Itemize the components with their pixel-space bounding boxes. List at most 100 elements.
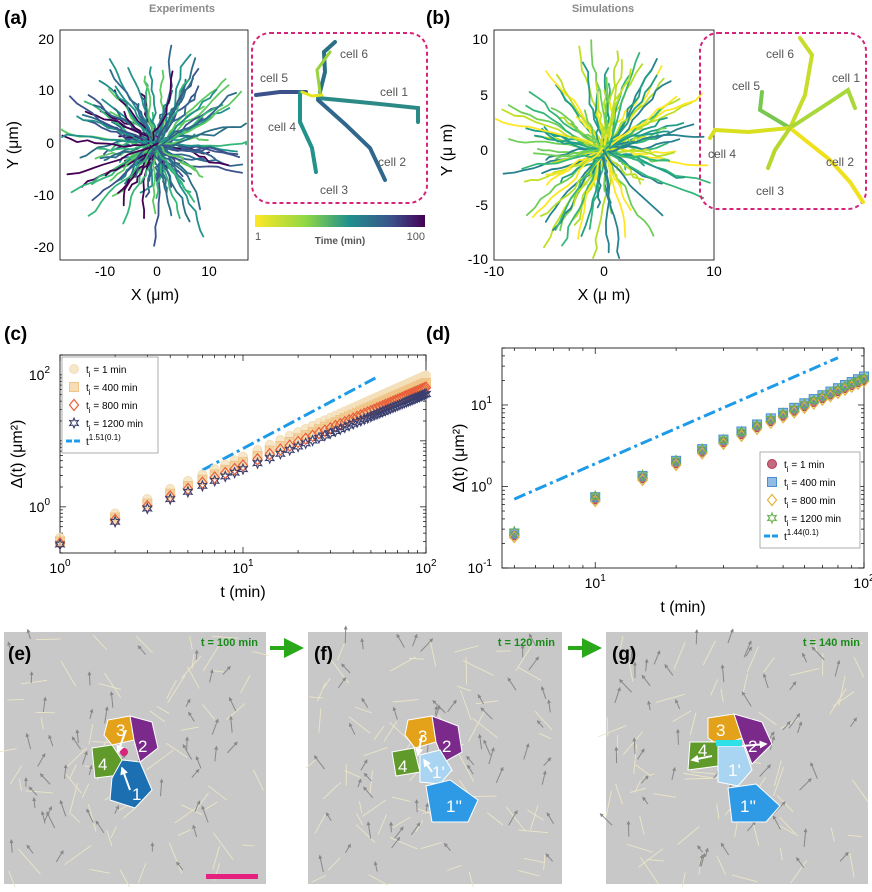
tick-label: 101 [232,558,254,576]
tick-label: 100 [29,497,51,515]
panel-b-yticks: 10 5 0 -5 -10 [468,31,488,267]
panel-b-xlabel: X (μ m) [578,287,631,304]
panel-b-header: Simulations [572,3,634,15]
ytick: -5 [476,197,489,213]
panel-g-cell: 3 [716,721,725,740]
panel-a-xticks: -10 0 10 [95,263,217,279]
ytick: 5 [480,87,488,103]
xtick: -10 [484,263,504,279]
ytick: 10 [38,82,54,98]
panel-e: 3 2 4 1 t = 100 min (e) [0,630,269,887]
panel-f-cell: 1' [432,763,445,782]
y-axis-label: Δ(t) (μm²) [451,424,468,493]
panel-a-xlabel: X (μm) [131,287,179,304]
data-point [70,383,79,392]
panel-f-cell: 4 [398,757,407,776]
tick-label: 102 [853,573,872,591]
panel-f: 3 2 4 1' 1'' t = 120 min (f) [306,626,562,887]
x-axis-label: t (min) [220,584,265,601]
panel-b-cell-label: cell 2 [826,155,854,169]
tick-label: 102 [415,558,437,576]
panel-a-header: Experiments [149,3,215,15]
panel-f-cell: 3 [418,727,427,746]
data-point [70,365,79,374]
xtick: -10 [95,263,115,279]
ytick: -20 [34,239,54,255]
panel-b-inset-tracks [710,38,863,202]
panel-e-cell: 3 [116,721,125,740]
ytick: 0 [46,135,54,151]
panel-c: (c) 100 101 102 100 102 t (min) Δ(t) (μm²) ti =… [4,324,437,601]
xtick: 0 [153,263,161,279]
panel-a-yticks: 20 10 0 -10 -20 [34,31,54,255]
velocity-arrow [345,626,346,643]
xtick: 10 [706,263,722,279]
data-point [768,460,777,469]
panel-d-chart: 101 102 10-1 100 101 t (min) Δ(t) (μm²) ti = 1 … [451,348,872,616]
colorbar-min: 1 [255,231,261,243]
panel-b-cell-label: cell 4 [708,147,736,161]
panel-c-chart: 100 101 102 100 102 t (min) Δ(t) (μm²) ti = 1 m… [9,355,437,601]
tick-label: 10-1 [468,558,493,576]
panel-g-cell: 1' [728,761,741,780]
panel-f-label: (f) [314,644,333,665]
panel-b-xticks: -10 0 10 [484,263,722,279]
panel-b-cell-label: cell 6 [766,47,794,61]
panel-e-time: t = 100 min [201,637,258,649]
panel-c-label: (c) [4,324,27,345]
panel-b-ylabel: Y (μ m) [439,124,456,176]
velocity-arrow [417,800,418,812]
ytick: 10 [472,31,488,47]
panel-e-cell: 2 [138,737,147,756]
panel-d-label: (d) [426,324,450,345]
panel-b-cell-label: cell 1 [832,71,860,85]
panel-e-cell: 4 [98,755,107,774]
panel-a-cell-label: cell 4 [268,120,296,134]
tick-label: 100 [49,558,71,576]
panel-b-label: (b) [426,8,450,29]
xtick: 10 [201,263,217,279]
tick-label: 102 [29,365,51,383]
panel-e-label: (e) [8,644,31,665]
ytick: -10 [34,187,54,203]
panel-a-cell-label: cell 3 [320,183,348,197]
colorbar-title: Time (min) [315,236,365,247]
velocity-arrow [187,737,188,750]
ytick: 20 [38,31,54,47]
panel-f-time: t = 120 min [498,637,555,649]
tick-label: 101 [585,573,607,591]
panel-e-cell: 1 [132,785,141,804]
panel-a: (a) Experiments 20 10 0 -10 -20 -10 0 10… [4,3,427,304]
colorbar-max: 100 [407,231,425,243]
panel-a-cell-label: cell 6 [340,47,368,61]
panel-a-cell-label: cell 1 [380,85,408,99]
panel-g-cell: 4 [698,741,707,760]
tick-label: 101 [471,395,493,413]
cell-edge [466,657,467,685]
panel-a-colorbar [255,215,425,227]
scale-bar [206,874,258,879]
panel-g-time: t = 140 min [803,637,860,649]
panel-a-label: (a) [4,8,27,29]
panel-g-label: (g) [612,644,636,665]
panel-b-cell-label: cell 3 [756,184,784,198]
tick-label: 100 [471,476,493,494]
xtick: 0 [600,263,608,279]
x-axis-label: t (min) [660,599,705,616]
panel-b: (b) Simulations 10 5 0 -5 -10 -10 0 10 X… [426,3,866,304]
panel-f-cell: 1'' [446,797,462,816]
velocity-arrow [678,730,679,745]
panel-d: (d) 101 102 10-1 100 101 t (min) Δ(t) (μm²) ti … [426,324,872,616]
panel-g: 3 4 2 1' 1'' t = 140 min (g) [598,629,868,887]
panel-b-cell-label: cell 5 [732,79,760,93]
y-axis-label: Δ(t) (μm²) [9,420,26,489]
data-point [768,478,777,487]
ytick: 0 [480,142,488,158]
panel-a-cell-label: cell 5 [260,71,288,85]
panel-f-cell: 2 [442,737,451,756]
panel-a-ylabel: Y (μm) [5,121,22,169]
panel-g-cell: 2 [748,737,757,756]
